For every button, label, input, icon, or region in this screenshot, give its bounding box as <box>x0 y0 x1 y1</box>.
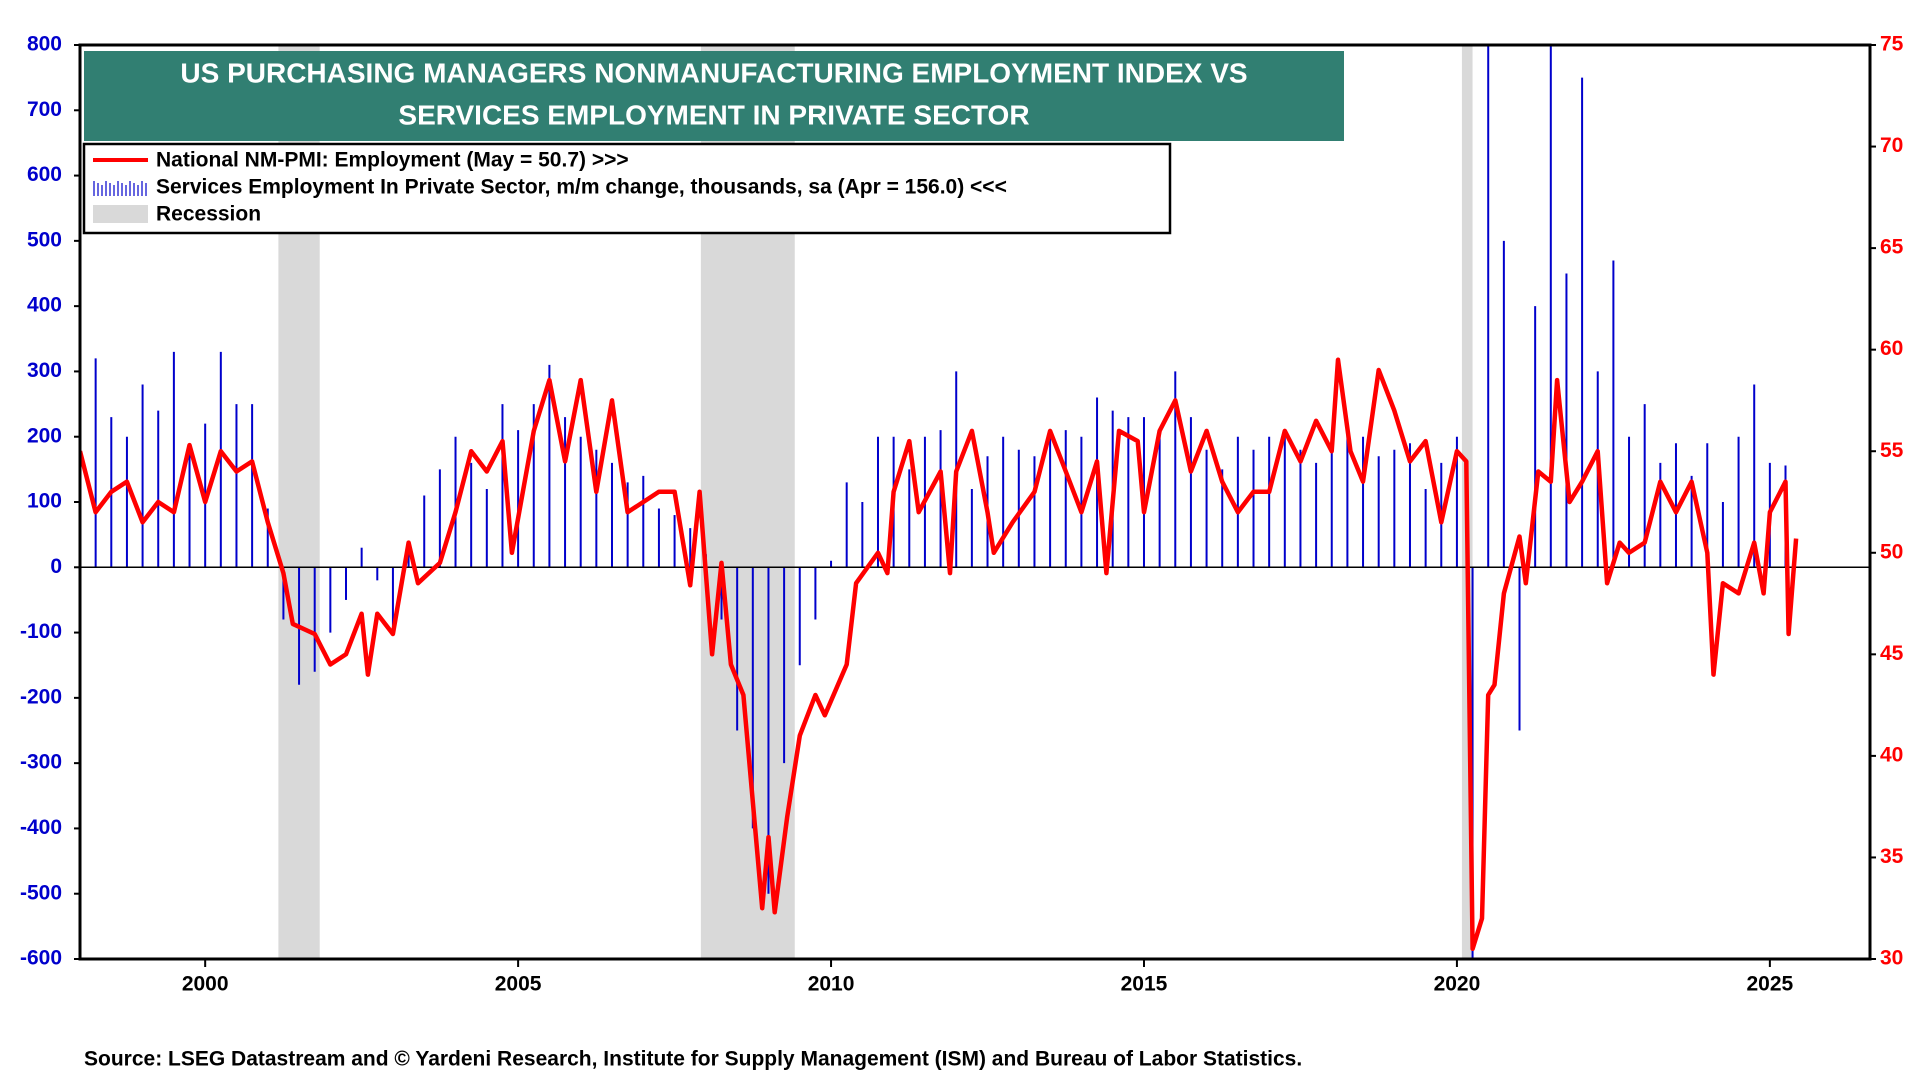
legend-label: Services Employment In Private Sector, m… <box>156 176 1007 199</box>
y-tick-label: -500 <box>20 881 62 904</box>
plot-marks <box>80 45 1870 959</box>
legend-box <box>82 142 1172 235</box>
x-tick-label: 2020 <box>1434 973 1481 996</box>
y2-tick-label: 50 <box>1880 540 1903 563</box>
y-tick-label: -600 <box>20 947 62 970</box>
title-box <box>84 51 1344 141</box>
legend-bar-swatch <box>93 181 147 196</box>
y-tick-label: 800 <box>27 33 62 56</box>
y2-tick-label: 65 <box>1880 236 1904 259</box>
line <box>80 357 1799 952</box>
y2-tick-label: 70 <box>1880 134 1903 157</box>
x-tick-label: 2000 <box>182 973 229 996</box>
y2-tick-label: 55 <box>1880 439 1904 462</box>
y2-tick-label: 60 <box>1880 337 1903 360</box>
y2-tick-label: 45 <box>1880 642 1904 665</box>
x-tick-label: 2010 <box>808 973 855 996</box>
y-tick-label: 500 <box>27 228 62 251</box>
y-tick-label: 100 <box>27 490 62 513</box>
y2-tick-label: 30 <box>1880 947 1903 970</box>
y-tick-label: 700 <box>27 98 62 121</box>
y-tick-label: 300 <box>27 359 62 382</box>
legend-recession-swatch <box>93 205 148 223</box>
y2-tick-label: 75 <box>1880 33 1904 56</box>
y2-tick-label: 40 <box>1880 743 1903 766</box>
y-tick-label: 600 <box>27 163 62 186</box>
y2-tick-label: 35 <box>1880 845 1904 868</box>
y-tick-label: -100 <box>20 620 62 643</box>
y-tick-label: 200 <box>27 424 62 447</box>
chart-title: US PURCHASING MANAGERS NONMANUFACTURING … <box>180 57 1247 88</box>
x-tick-label: 2005 <box>495 973 542 996</box>
x-tick-label: 2015 <box>1121 973 1168 996</box>
y-tick-label: -300 <box>20 751 62 774</box>
y-tick-label: 0 <box>50 555 62 578</box>
y-tick-label: -400 <box>20 816 62 839</box>
x-tick-label: 2025 <box>1747 973 1794 996</box>
legend-label: National NM-PMI: Employment (May = 50.7)… <box>156 149 629 172</box>
y-tick-label: -200 <box>20 685 62 708</box>
y-tick-label: 400 <box>27 294 62 317</box>
source-note: Source: LSEG Datastream and © Yardeni Re… <box>84 1048 1302 1071</box>
chart-title: SERVICES EMPLOYMENT IN PRIVATE SECTOR <box>398 99 1029 130</box>
legend-label: Recession <box>156 203 261 226</box>
